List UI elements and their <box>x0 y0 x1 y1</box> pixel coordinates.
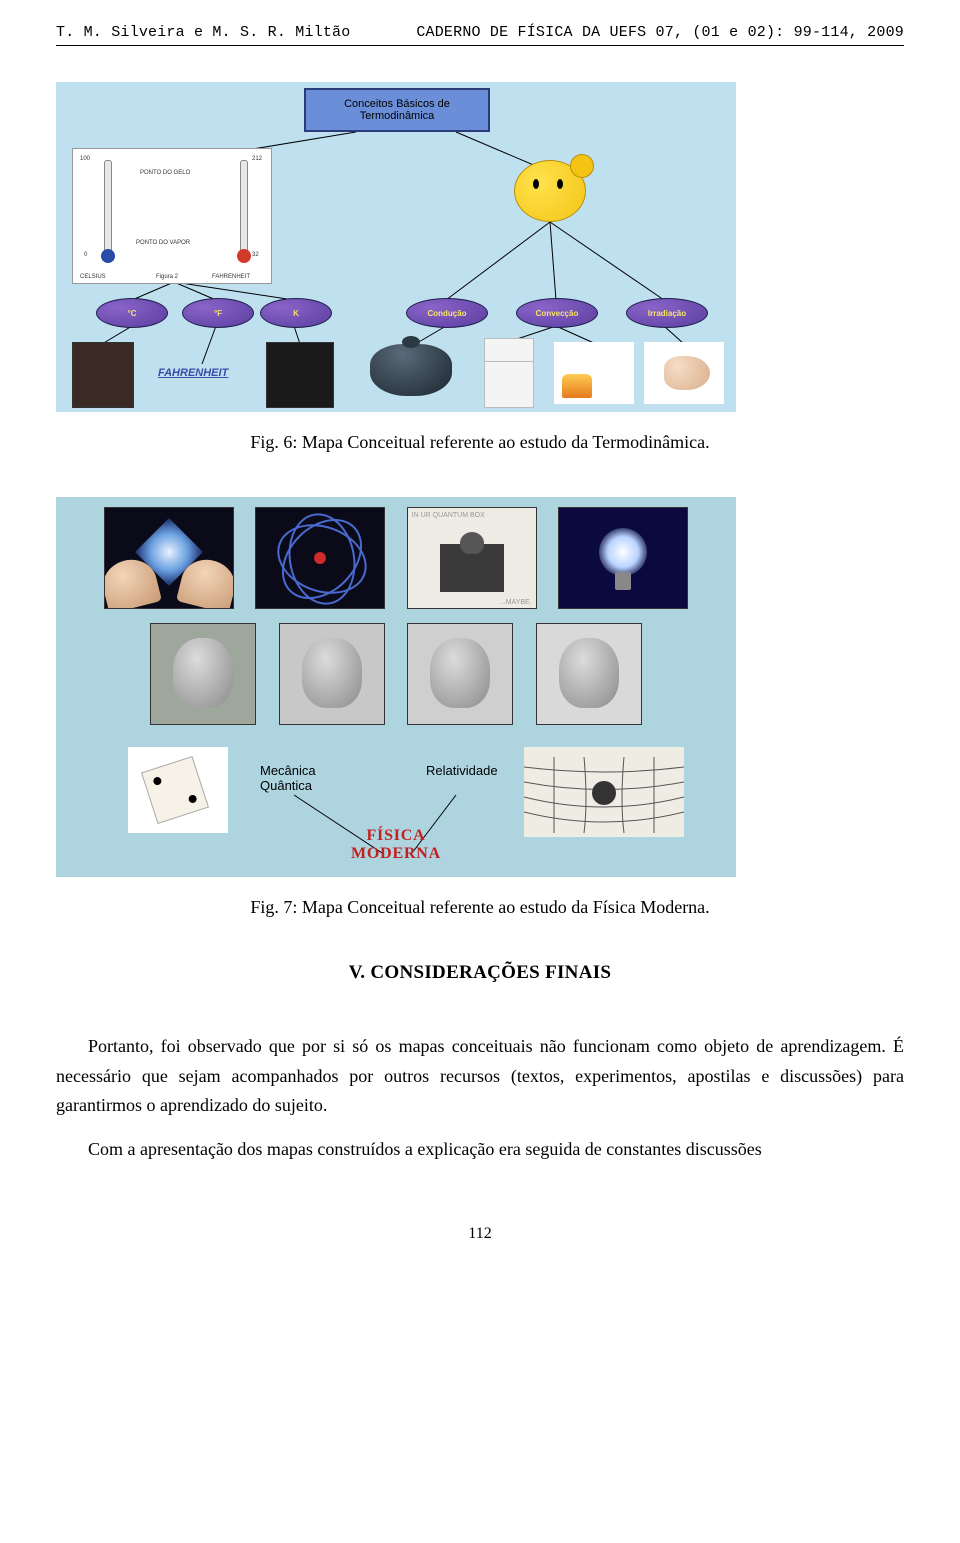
thermometer-celsius-icon <box>104 160 112 258</box>
dice-icon <box>128 747 228 833</box>
scientists-row <box>150 623 642 725</box>
pot-icon <box>370 344 452 396</box>
fahrenheit-caption: FAHRENHEIT <box>212 274 250 280</box>
top-row: IN UR QUANTUM BOX ...MAYBE. <box>104 507 688 609</box>
portrait-kelvin-icon <box>266 342 334 408</box>
header-left: T. M. Silveira e M. S. R. Miltão <box>56 24 350 41</box>
emoji-hand-icon <box>570 154 594 178</box>
scale-top-right: 212 <box>252 156 262 162</box>
ponto-vapor-label: PONTO DO VAPOR <box>136 240 190 246</box>
figure-6: Conceitos Básicos de Termodinâmica 100 0… <box>56 82 904 453</box>
fridge-icon <box>484 338 534 408</box>
scientist-portrait-2-icon <box>279 623 385 725</box>
running-header: T. M. Silveira e M. S. R. Miltão CADERNO… <box>56 24 904 46</box>
tile-lightbulb-icon <box>558 507 688 609</box>
oval-irradiacao: Irradiação <box>626 298 708 328</box>
map-title-box: Conceitos Básicos de Termodinâmica <box>304 88 490 132</box>
fm-line1: FÍSICA <box>366 827 425 844</box>
fahrenheit-link-label: FAHRENHEIT <box>158 367 228 379</box>
thermometer-fahrenheit-icon <box>240 160 248 258</box>
concept-map-thermo: Conceitos Básicos de Termodinâmica 100 0… <box>56 82 736 412</box>
figura-caption: Figura 2 <box>156 274 178 280</box>
scale-bottom-right: 32 <box>252 252 259 258</box>
page-number: 112 <box>56 1225 904 1243</box>
fisica-moderna-label: FÍSICA MODERNA <box>56 827 736 863</box>
cat-caption-bottom: ...MAYBE. <box>500 599 532 606</box>
spacetime-grid-icon <box>524 747 684 837</box>
hand-heat-icon <box>644 342 724 404</box>
paragraph-2: Com a apresentação dos mapas construídos… <box>56 1135 904 1165</box>
cat-caption-top: IN UR QUANTUM BOX <box>412 512 485 519</box>
tile-diamond-hands-icon <box>104 507 234 609</box>
ponto-gelo-label: PONTO DO GELO <box>140 170 190 176</box>
tile-atom-icon <box>255 507 385 609</box>
portrait-celsius-icon <box>72 342 134 408</box>
oval-celsius: °C <box>96 298 168 328</box>
oval-kelvin: K <box>260 298 332 328</box>
fm-line2: MODERNA <box>351 845 441 862</box>
scale-bottom-left: 0 <box>84 252 87 258</box>
scientist-portrait-4-icon <box>536 623 642 725</box>
oval-conveccao: Convecção <box>516 298 598 328</box>
paragraph-1: Portanto, foi observado que por si só os… <box>56 1032 904 1121</box>
scale-top-left: 100 <box>80 156 90 162</box>
section-title: V. CONSIDERAÇÕES FINAIS <box>56 962 904 984</box>
label-mecanica-quantica: Mecânica Quântica <box>260 763 340 793</box>
scientist-portrait-1-icon <box>150 623 256 725</box>
figure-6-caption: Fig. 6: Mapa Conceitual referente ao est… <box>56 432 904 453</box>
figure-7-caption: Fig. 7: Mapa Conceitual referente ao est… <box>56 897 904 918</box>
oval-fahrenheit: °F <box>182 298 254 328</box>
header-right: CADERNO DE FÍSICA DA UEFS 07, (01 e 02):… <box>416 24 904 41</box>
tile-schrodinger-cat-icon: IN UR QUANTUM BOX ...MAYBE. <box>407 507 537 609</box>
page: T. M. Silveira e M. S. R. Miltão CADERNO… <box>0 0 960 1299</box>
celsius-caption: CELSIUS <box>80 274 106 280</box>
figure-7: IN UR QUANTUM BOX ...MAYBE. Mecânica Quâ… <box>56 497 904 918</box>
label-relatividade: Relatividade <box>426 763 498 778</box>
oval-conducao: Condução <box>406 298 488 328</box>
concept-map-modern-physics: IN UR QUANTUM BOX ...MAYBE. Mecânica Quâ… <box>56 497 736 877</box>
scientist-portrait-3-icon <box>407 623 513 725</box>
radiation-icon <box>554 342 634 404</box>
